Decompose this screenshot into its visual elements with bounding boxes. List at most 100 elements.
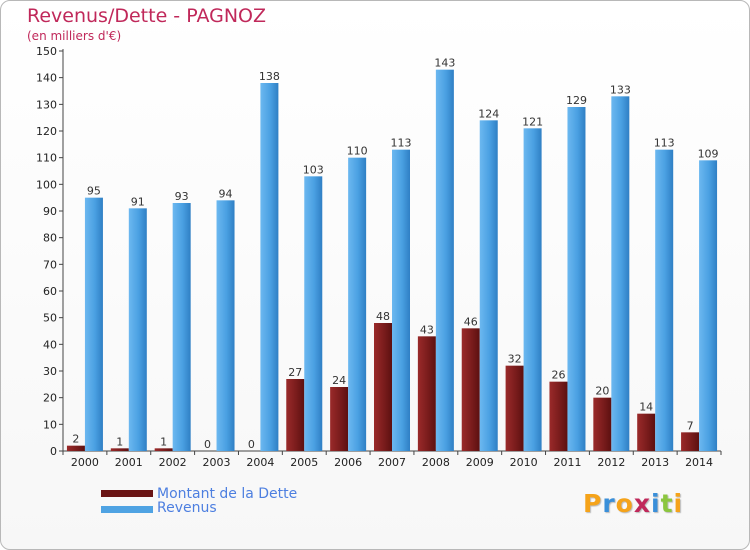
- bar-revenus: [611, 96, 630, 451]
- data-label-dette: 24: [332, 374, 346, 387]
- x-tick-label: 2012: [597, 456, 625, 469]
- bar-revenus: [523, 128, 542, 451]
- legend-swatch-dette: [101, 490, 153, 497]
- data-label-dette: 43: [420, 323, 434, 336]
- bar-dette: [505, 365, 524, 451]
- x-tick-label: 2000: [71, 456, 99, 469]
- y-tick-label: 110: [36, 152, 57, 165]
- y-tick-label: 30: [43, 365, 57, 378]
- y-tick-label: 150: [36, 45, 57, 58]
- data-label-revenus: 113: [654, 137, 675, 150]
- data-label-revenus: 124: [478, 107, 499, 120]
- x-tick-label: 2011: [553, 456, 581, 469]
- chart-title: Revenus/Dette - PAGNOZ: [27, 5, 267, 27]
- x-tick-label: 2006: [334, 456, 362, 469]
- data-label-dette: 48: [376, 310, 390, 323]
- x-tick-label: 2010: [510, 456, 538, 469]
- x-tick-label: 2001: [115, 456, 143, 469]
- bar-revenus: [304, 176, 323, 452]
- x-tick-label: 2008: [422, 456, 450, 469]
- data-label-dette: 0: [204, 438, 211, 451]
- data-label-revenus: 94: [219, 187, 233, 200]
- bar-revenus: [655, 149, 674, 451]
- logo-letter: r: [602, 489, 616, 518]
- data-label-dette: 32: [508, 353, 522, 366]
- bar-revenus: [172, 203, 191, 451]
- data-label-revenus: 110: [347, 145, 368, 158]
- y-tick-label: 100: [36, 178, 57, 191]
- data-label-dette: 2: [72, 433, 79, 446]
- bar-revenus: [699, 160, 718, 452]
- logo-letter: i: [651, 489, 661, 518]
- bar-dette: [461, 328, 480, 451]
- logo-letter: P: [583, 489, 603, 518]
- data-label-revenus: 129: [566, 94, 587, 107]
- data-label-dette: 27: [288, 366, 302, 379]
- bar-dette: [154, 448, 173, 451]
- data-label-dette: 46: [464, 315, 478, 328]
- y-tick-label: 10: [43, 418, 57, 431]
- bar-revenus: [435, 69, 454, 452]
- data-label-revenus: 143: [434, 57, 455, 70]
- bar-dette: [110, 448, 129, 451]
- logo-letter: o: [615, 489, 634, 518]
- x-tick-label: 2004: [246, 456, 274, 469]
- x-tick-label: 2003: [203, 456, 231, 469]
- chart-subtitle: (en milliers d'€): [27, 29, 122, 43]
- y-tick-label: 0: [50, 445, 57, 458]
- data-label-revenus: 113: [391, 137, 412, 150]
- data-label-revenus: 121: [522, 115, 543, 128]
- data-label-revenus: 109: [698, 147, 719, 160]
- legend-label-dette: Montant de la Dette: [157, 486, 298, 502]
- legend-label-revenus: Revenus: [157, 500, 217, 516]
- logo-letter: x: [633, 489, 651, 518]
- logo-letter: t: [660, 489, 674, 518]
- bar-revenus: [392, 149, 410, 451]
- data-label-revenus: 91: [131, 195, 145, 208]
- data-label-revenus: 95: [87, 185, 101, 198]
- y-tick-label: 130: [36, 98, 57, 111]
- data-label-dette: 26: [551, 369, 565, 382]
- data-label-dette: 7: [687, 419, 694, 432]
- y-tick-label: 80: [43, 232, 57, 245]
- data-label-dette: 20: [595, 385, 609, 398]
- bar-revenus: [128, 208, 147, 451]
- bar-dette: [66, 445, 85, 451]
- y-tick-label: 40: [43, 338, 57, 351]
- y-tick-label: 50: [43, 312, 57, 325]
- x-tick-label: 2014: [685, 456, 713, 469]
- bar-revenus: [216, 200, 235, 451]
- data-label-dette: 0: [248, 438, 255, 451]
- x-tick-label: 2013: [641, 456, 669, 469]
- x-tick-label: 2009: [466, 456, 494, 469]
- bar-dette: [374, 323, 392, 451]
- proxiti-logo: Proxiti: [583, 489, 683, 518]
- x-tick-label: 2007: [378, 456, 406, 469]
- y-tick-label: 140: [36, 72, 57, 85]
- x-tick-label: 2002: [159, 456, 187, 469]
- data-label-revenus: 133: [610, 83, 631, 96]
- data-label-dette: 14: [639, 401, 653, 414]
- logo-letter: i: [673, 489, 684, 518]
- x-tick-label: 2005: [290, 456, 318, 469]
- data-label-revenus: 93: [175, 190, 189, 203]
- data-label-dette: 1: [116, 435, 123, 448]
- y-tick-label: 90: [43, 205, 57, 218]
- data-label-dette: 1: [160, 435, 167, 448]
- bar-dette: [417, 336, 436, 451]
- bar-dette: [593, 397, 612, 451]
- bar-dette: [286, 379, 305, 451]
- bar-revenus: [567, 107, 586, 451]
- y-tick-label: 120: [36, 125, 57, 138]
- y-tick-label: 20: [43, 392, 57, 405]
- data-label-revenus: 138: [259, 70, 280, 83]
- y-tick-label: 60: [43, 285, 57, 298]
- data-label-revenus: 103: [303, 163, 324, 176]
- bar-dette: [681, 432, 700, 451]
- bar-revenus: [479, 120, 498, 451]
- bar-dette: [549, 381, 568, 451]
- bar-revenus: [84, 197, 103, 451]
- bar-dette: [330, 387, 349, 451]
